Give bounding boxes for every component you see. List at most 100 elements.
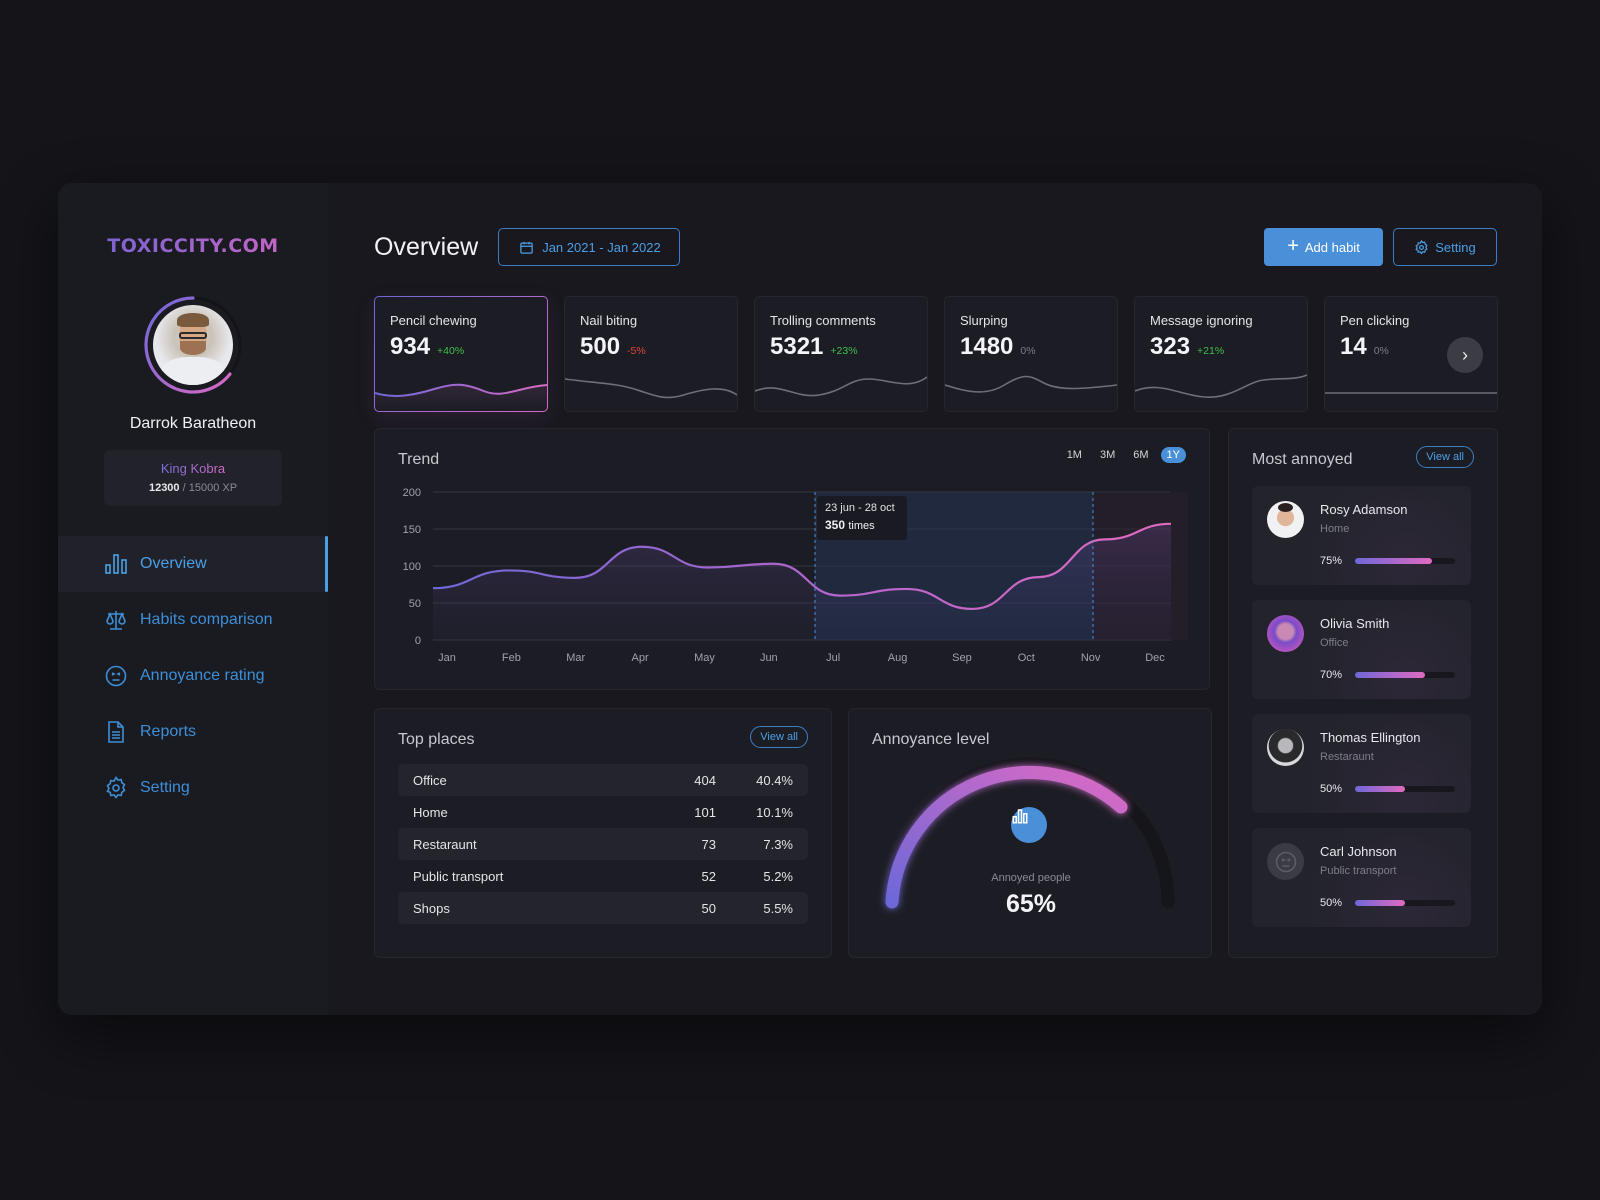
- sidebar-item-habits-comparison[interactable]: Habits comparison: [58, 592, 328, 648]
- stat-label: Pen clicking: [1340, 313, 1410, 328]
- date-range-label: Jan 2021 - Jan 2022: [542, 239, 661, 255]
- view-all-places-button[interactable]: View all: [750, 726, 808, 748]
- xp-progress: 12300 / 15000 XP: [104, 482, 282, 494]
- sparkline: [375, 383, 547, 411]
- progress-bar: [1355, 558, 1455, 564]
- stat-value: 934 +40%: [390, 333, 465, 360]
- stat-cards: Pencil chewing 934 +40% Nail biting 500 -5…: [374, 296, 1498, 412]
- stat-card-trolling-comments[interactable]: Trolling comments 5321 +23%: [754, 296, 928, 412]
- avatar-photo: [153, 305, 233, 385]
- svg-text:Apr: Apr: [632, 652, 649, 664]
- range-3m[interactable]: 3M: [1099, 449, 1116, 461]
- stat-card-nail-biting[interactable]: Nail biting 500 -5%: [564, 296, 738, 412]
- panel-title: Most annoyed: [1252, 451, 1353, 468]
- person-name: Thomas Ellington: [1320, 730, 1421, 745]
- chevron-right-icon: ›: [1462, 344, 1468, 365]
- sidebar-item-label: Overview: [140, 555, 207, 572]
- sidebar-item-label: Reports: [140, 723, 197, 740]
- avatar-placeholder: [1267, 843, 1304, 880]
- user-avatar[interactable]: [143, 295, 243, 395]
- add-habit-button[interactable]: + Add habit: [1264, 228, 1383, 266]
- annoyed-face-icon: [105, 665, 127, 687]
- list-item[interactable]: Olivia Smith Office 70%: [1252, 600, 1471, 699]
- stat-card-message-ignoring[interactable]: Message ignoring 323 +21%: [1134, 296, 1308, 412]
- svg-text:Mar: Mar: [566, 652, 585, 664]
- avatar: [1267, 501, 1304, 538]
- table-row[interactable]: Public transport 52 5.2%: [413, 868, 793, 884]
- next-cards-button[interactable]: ›: [1447, 337, 1483, 373]
- sidebar-item-overview[interactable]: Overview: [58, 536, 328, 592]
- gauge-chart: [885, 757, 1175, 909]
- stat-label: Slurping: [960, 313, 1008, 328]
- xp-ring: [144, 296, 242, 394]
- stat-value: 5321 +23%: [770, 333, 858, 360]
- trend-chart[interactable]: 0 50 100 150 200 Jan Feb Mar Apr May Jun Jul Aug Sep…: [375, 429, 1211, 691]
- svg-text:Feb: Feb: [502, 652, 521, 664]
- sidebar-item-setting[interactable]: Setting: [58, 760, 328, 816]
- stat-change: +21%: [1197, 345, 1225, 357]
- setting-button[interactable]: Setting: [1393, 228, 1497, 266]
- avatar: [1267, 729, 1304, 766]
- stat-value: 14 0%: [1340, 333, 1389, 360]
- sidebar: TOXICCITY.COM Darrok Baratheon King Kobr…: [58, 183, 328, 1015]
- gauge-fill: [885, 766, 1128, 909]
- list-item[interactable]: Carl Johnson Public transport 50%: [1252, 828, 1471, 927]
- svg-text:Aug: Aug: [888, 652, 908, 664]
- gauge-label: Annoyed people: [991, 872, 1071, 884]
- table-row[interactable]: Office 404 40.4%: [398, 764, 808, 796]
- annoyed-face-icon: [1275, 851, 1296, 872]
- document-icon: [108, 721, 124, 743]
- person-percent: 70%: [1320, 669, 1343, 681]
- view-all-annoyed-button[interactable]: View all: [1416, 446, 1474, 468]
- person-percent: 50%: [1320, 783, 1343, 795]
- brand-logo[interactable]: TOXICCITY.COM: [58, 235, 328, 257]
- stat-change: -5%: [627, 345, 646, 357]
- annoyance-level-panel: Annoyance level Annoyed people 65%: [848, 708, 1212, 958]
- setting-label: Setting: [1435, 239, 1476, 255]
- top-places-panel: Top places View all Office 404 40.4% Home 1…: [374, 708, 832, 958]
- list-item[interactable]: Thomas Ellington Restaraunt 50%: [1252, 714, 1471, 813]
- scales-icon: [106, 611, 126, 630]
- gear-icon: [1415, 239, 1428, 254]
- xp-current: 12300: [148, 482, 180, 494]
- sparkline: [1325, 392, 1497, 394]
- plus-icon: +: [1287, 235, 1299, 257]
- svg-text:Oct: Oct: [1018, 652, 1035, 664]
- sidebar-item-reports[interactable]: Reports: [58, 704, 328, 760]
- person-place: Home: [1320, 523, 1350, 535]
- stat-label: Trolling comments: [770, 313, 876, 328]
- svg-text:150: 150: [403, 524, 421, 536]
- table-row[interactable]: Shops 50 5.5%: [398, 892, 808, 924]
- svg-text:Sep: Sep: [952, 652, 972, 664]
- range-selector: 1M 3M 6M 1Y: [1061, 447, 1186, 463]
- main-content: Overview Jan 2021 - Jan 2022 + Add habit…: [328, 183, 1542, 1015]
- trend-panel: Trend 1M 3M 6M 1Y 0 50 100 150 200 Jan Feb: [374, 428, 1210, 690]
- calendar-icon: [520, 241, 533, 254]
- sidebar-item-annoyance-rating[interactable]: Annoyance rating: [58, 648, 328, 704]
- stat-card-slurping[interactable]: Slurping 1480 0%: [944, 296, 1118, 412]
- rank-card: King Kobra 12300 / 15000 XP: [104, 450, 282, 506]
- list-item[interactable]: Rosy Adamson Home 75%: [1252, 486, 1471, 585]
- range-6m[interactable]: 6M: [1133, 449, 1149, 461]
- stat-change: 0%: [1373, 345, 1389, 357]
- range-1y[interactable]: 1Y: [1160, 447, 1186, 463]
- range-1m[interactable]: 1M: [1066, 449, 1082, 461]
- stat-card-pen-clicking[interactable]: Pen clicking 14 0% ›: [1324, 296, 1498, 412]
- date-range-picker[interactable]: Jan 2021 - Jan 2022: [498, 228, 680, 266]
- svg-text:May: May: [694, 652, 715, 664]
- svg-text:Jul: Jul: [826, 652, 840, 664]
- stat-card-pencil-chewing[interactable]: Pencil chewing 934 +40%: [374, 296, 548, 412]
- sidebar-item-label: Annoyance rating: [140, 667, 265, 684]
- svg-text:Dec: Dec: [1145, 652, 1165, 664]
- table-row[interactable]: Home 101 10.1%: [413, 804, 793, 820]
- gauge-value: 65%: [1005, 890, 1057, 918]
- person-name: Rosy Adamson: [1320, 502, 1408, 517]
- svg-text:200: 200: [403, 487, 421, 499]
- svg-text:Jan: Jan: [438, 652, 456, 664]
- app-window: TOXICCITY.COM Darrok Baratheon King Kobr…: [58, 183, 1542, 1015]
- rank-title: King Kobra: [160, 461, 226, 476]
- table-row[interactable]: Restaraunt 73 7.3%: [398, 828, 808, 860]
- bar-chart-icon: [105, 554, 127, 574]
- tooltip-count: 350: [825, 518, 846, 532]
- svg-text:50: 50: [409, 598, 421, 610]
